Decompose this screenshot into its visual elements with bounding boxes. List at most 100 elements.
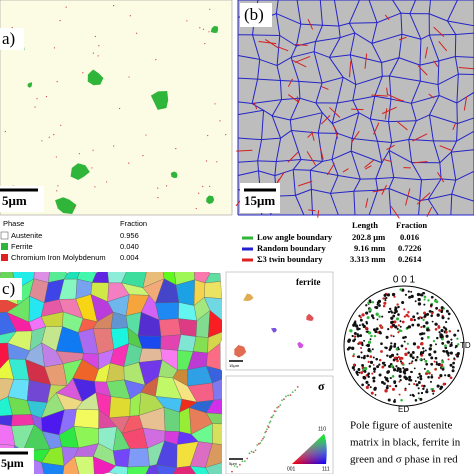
pole-point <box>457 343 460 346</box>
ferrite-grain <box>87 69 104 86</box>
random-boundary <box>371 22 378 44</box>
pole-point <box>360 347 363 350</box>
sigma-speck <box>225 134 227 136</box>
pole-point <box>424 349 427 352</box>
pole-point <box>429 343 433 347</box>
random-boundary <box>410 80 421 104</box>
pole-point <box>413 318 416 322</box>
pole-point <box>386 354 389 357</box>
pole-point <box>384 299 387 302</box>
pole-point <box>384 389 388 393</box>
sigma-particle <box>250 450 253 453</box>
pole-point <box>390 353 395 357</box>
twin-boundary <box>292 59 307 68</box>
sigma-particles <box>231 385 299 473</box>
pole-point <box>439 374 443 378</box>
pole-point <box>430 314 433 318</box>
random-boundary <box>309 170 312 190</box>
random-boundary <box>280 130 292 139</box>
random-boundary <box>261 137 281 141</box>
pole-point <box>432 389 436 393</box>
twin-boundary <box>298 180 313 187</box>
pole-point <box>369 386 372 389</box>
random-boundary <box>398 57 421 66</box>
pole-point <box>420 342 424 346</box>
twin-boundary <box>278 46 289 52</box>
pole-point <box>403 340 406 343</box>
scale-label: 15μm <box>244 193 275 208</box>
pole-point <box>353 332 357 335</box>
pole-point <box>420 325 423 329</box>
sigma-speck <box>11 27 13 29</box>
pole-point <box>431 320 434 323</box>
random-boundary <box>429 95 440 116</box>
sigma-speck <box>198 192 200 194</box>
pole-point <box>423 303 426 306</box>
pole-point <box>407 351 410 354</box>
grain <box>160 334 182 351</box>
pole-point <box>450 338 453 341</box>
twin-boundary <box>308 209 316 212</box>
pole-point <box>426 312 430 316</box>
random-boundary <box>258 170 275 177</box>
random-boundary <box>428 13 448 22</box>
random-boundary <box>322 158 333 162</box>
pole-point <box>393 400 396 403</box>
grain <box>178 318 198 337</box>
random-boundary <box>274 161 277 176</box>
pole-point <box>435 343 437 346</box>
grain <box>212 378 222 401</box>
pole-point <box>416 355 419 359</box>
random-boundary <box>300 23 323 26</box>
pole-point <box>358 341 362 345</box>
pole-point <box>416 345 420 349</box>
sigma-speck <box>65 6 67 8</box>
scale-label: 5μm <box>1 456 24 470</box>
twin-boundary <box>381 106 397 115</box>
pole-point <box>399 360 402 363</box>
pole-point <box>436 336 439 340</box>
twin-boundary <box>384 14 390 21</box>
twin-boundary <box>433 26 445 38</box>
random-boundary <box>294 195 305 216</box>
random-boundary <box>450 152 457 181</box>
sigma-particle <box>266 428 268 431</box>
pole-point <box>423 367 426 370</box>
twin-boundary <box>439 145 453 152</box>
twin-boundary <box>390 205 400 219</box>
pole-point <box>359 316 362 319</box>
pole-point <box>359 318 363 322</box>
pole-point <box>428 347 432 351</box>
pole-point <box>423 298 426 301</box>
pole-point <box>351 334 354 338</box>
pole-point <box>411 356 415 360</box>
sigma-particle <box>271 416 274 418</box>
sigma-speck <box>92 149 94 151</box>
random-boundary <box>455 32 474 35</box>
twin-boundary <box>405 188 411 206</box>
sigma-speck <box>113 145 115 147</box>
pole-point <box>391 320 395 324</box>
legend-entry: Random boundary <box>257 243 326 253</box>
pole-axis-label: ED <box>398 405 409 414</box>
legend-value: 0.956 <box>120 231 139 240</box>
pole-point <box>437 324 440 328</box>
grain <box>212 423 222 445</box>
legend-value: 0.7226 <box>398 243 421 253</box>
legend-value: 9.16 mm <box>354 243 385 253</box>
random-boundary <box>237 109 264 116</box>
pole-point <box>430 303 433 307</box>
twin-boundary <box>373 122 380 135</box>
sigma-particle <box>252 451 255 454</box>
random-boundary <box>408 138 434 142</box>
sigma-speck <box>205 160 208 162</box>
sigma-speck <box>209 185 211 187</box>
grain <box>189 465 210 474</box>
pole-point <box>385 346 388 350</box>
ferrite-grains <box>234 293 314 358</box>
random-boundary <box>437 73 459 85</box>
random-boundary <box>438 56 456 62</box>
sigma-speck <box>209 8 211 10</box>
grain <box>127 465 150 474</box>
pole-point <box>457 329 460 332</box>
